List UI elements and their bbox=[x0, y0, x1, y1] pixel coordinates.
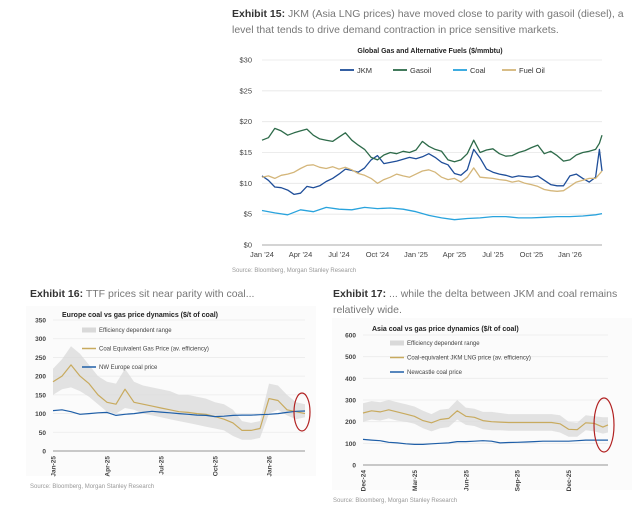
legend-label-coal-equivalent-jkm-lng-price-av-efficiency: Coal-equivalent JKM LNG price (av. effic… bbox=[407, 356, 531, 362]
legend-label-nw-europe-coal-price: NW Europe coal price bbox=[99, 365, 158, 371]
legend-label-jkm: JKM bbox=[357, 66, 372, 75]
exhibit-15-label: Exhibit 15: bbox=[232, 8, 286, 20]
x-tick-label: Jul-25 bbox=[159, 456, 166, 475]
legend-label-efficiency-dependent-range: Efficiency dependent range bbox=[99, 328, 172, 334]
exhibit-17-label: Exhibit 17: bbox=[333, 288, 387, 300]
y-tick-label: 350 bbox=[35, 318, 46, 325]
chart-title: Global Gas and Alternative Fuels ($/mmbt… bbox=[357, 48, 502, 55]
x-tick-label: Oct-25 bbox=[213, 456, 220, 477]
x-tick-label: Jan '24 bbox=[250, 250, 274, 259]
legend-swatch-efficiency-dependent-range bbox=[390, 340, 404, 346]
y-tick-label: $5 bbox=[244, 210, 252, 219]
exhibit-15-source: Source: Bloomberg, Morgan Stanley Resear… bbox=[232, 268, 357, 274]
y-tick-label: $25 bbox=[239, 86, 252, 95]
y-tick-label: 500 bbox=[345, 354, 356, 361]
x-tick-label: Jun-25 bbox=[463, 470, 470, 491]
y-tick-label: $30 bbox=[239, 56, 252, 65]
legend-label-fuel-oil: Fuel Oil bbox=[519, 66, 545, 75]
x-tick-label: Apr '25 bbox=[443, 250, 467, 259]
chart-title: Europe coal vs gas price dynamics ($/t o… bbox=[62, 312, 218, 319]
y-tick-label: 400 bbox=[345, 376, 356, 383]
x-tick-label: Jan-26 bbox=[267, 456, 274, 477]
y-tick-label: $15 bbox=[239, 148, 252, 157]
x-tick-label: Jan-25 bbox=[51, 456, 58, 477]
y-tick-label: 100 bbox=[345, 441, 356, 448]
legend-label-gasoil: Gasoil bbox=[410, 66, 432, 75]
series-line-coal bbox=[261, 206, 603, 221]
y-tick-label: 300 bbox=[345, 398, 356, 405]
x-tick-label: Dec-24 bbox=[361, 470, 368, 492]
series-band-efficiency-dependent-range bbox=[53, 346, 305, 440]
y-tick-label: 300 bbox=[35, 336, 46, 343]
y-tick-label: 0 bbox=[42, 449, 46, 456]
legend-label-coal-equivalent-gas-price-av-efficiency: Coal Equivalent Gas Price (av. efficienc… bbox=[99, 347, 209, 353]
y-tick-label: $10 bbox=[239, 179, 252, 188]
exhibit-16-label: Exhibit 16: bbox=[30, 288, 84, 300]
x-tick-label: Jan '26 bbox=[558, 250, 582, 259]
x-tick-label: Jul '25 bbox=[482, 250, 503, 259]
x-tick-label: Dec-25 bbox=[566, 470, 573, 492]
legend-label-coal: Coal bbox=[470, 66, 486, 75]
x-tick-label: Apr '24 bbox=[289, 250, 313, 259]
series-line-gasoil bbox=[261, 127, 603, 163]
y-tick-label: 250 bbox=[35, 355, 46, 362]
series-line-coal-equivalent-jkm-lng-price-av-efficiency bbox=[362, 409, 609, 431]
legend-label-newcastle-coal-price: Newcastle coal price bbox=[407, 370, 463, 376]
x-tick-label: Oct '25 bbox=[520, 250, 544, 259]
exhibit-16-chart: Europe coal vs gas price dynamics ($/t o… bbox=[35, 312, 311, 477]
chart-title: Asia coal vs gas price dynamics ($/t of … bbox=[372, 326, 519, 333]
y-tick-label: 100 bbox=[35, 411, 46, 418]
x-tick-label: Apr-25 bbox=[105, 456, 112, 477]
exhibit-17-caption: Exhibit 17: ... while the delta between … bbox=[333, 286, 623, 318]
x-tick-label: Jan '25 bbox=[404, 250, 428, 259]
series-line-jkm bbox=[261, 148, 603, 196]
exhibit-16-source: Source: Bloomberg, Morgan Stanley Resear… bbox=[30, 484, 155, 490]
legend-label-efficiency-dependent-range: Efficiency dependent range bbox=[407, 341, 480, 347]
x-tick-label: Oct '24 bbox=[366, 250, 390, 259]
exhibit-17-source: Source: Bloomberg, Morgan Stanley Resear… bbox=[333, 498, 458, 504]
exhibit-16-caption: Exhibit 16: TTF prices sit near parity w… bbox=[30, 286, 320, 302]
y-tick-label: $0 bbox=[244, 241, 252, 250]
x-tick-label: Sep-25 bbox=[515, 470, 522, 492]
y-tick-label: 0 bbox=[352, 463, 356, 470]
exhibit-15-caption: Exhibit 15: JKM (Asia LNG prices) have m… bbox=[232, 6, 627, 38]
y-tick-label: 600 bbox=[345, 333, 356, 340]
highlight-ellipse bbox=[593, 397, 615, 453]
exhibit-16-text: TTF prices sit near parity with coal... bbox=[83, 288, 255, 300]
series-line-nw-europe-coal-price bbox=[52, 409, 306, 418]
series-band-efficiency-dependent-range bbox=[363, 400, 608, 437]
y-tick-label: 150 bbox=[35, 392, 46, 399]
y-tick-label: 200 bbox=[35, 374, 46, 381]
exhibit-17-text: ... while the delta between JKM and coal… bbox=[333, 288, 618, 316]
series-line-coal-equivalent-gas-price-av-efficiency bbox=[52, 364, 306, 431]
exhibit-15-chart: Global Gas and Alternative Fuels ($/mmbt… bbox=[239, 48, 603, 259]
highlight-ellipse bbox=[293, 392, 311, 432]
series-line-newcastle-coal-price bbox=[362, 438, 608, 445]
y-tick-label: 50 bbox=[39, 430, 47, 437]
exhibit-17-chart: Asia coal vs gas price dynamics ($/t of … bbox=[345, 326, 615, 492]
x-tick-label: Jul '24 bbox=[328, 250, 349, 259]
exhibit-15-text: JKM (Asia LNG prices) have moved close t… bbox=[232, 8, 624, 36]
y-tick-label: $20 bbox=[239, 117, 252, 126]
legend-swatch-efficiency-dependent-range bbox=[82, 327, 96, 333]
y-tick-label: 200 bbox=[345, 419, 356, 426]
x-tick-label: Mar-25 bbox=[412, 470, 419, 491]
series-line-fuel-oil bbox=[261, 164, 603, 192]
